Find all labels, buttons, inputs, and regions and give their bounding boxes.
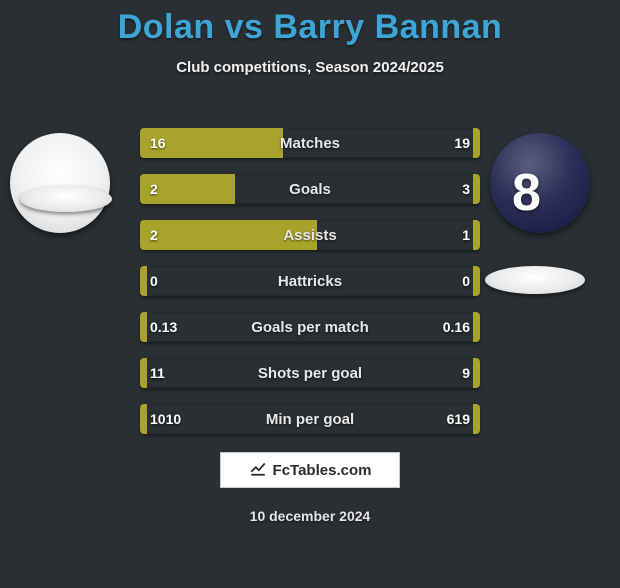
stat-row: Goals2 3 <box>140 174 480 204</box>
stat-label: Hattricks <box>140 266 480 296</box>
date-label: 10 december 2024 <box>0 508 620 524</box>
stat-label: Assists <box>140 220 480 250</box>
stat-value-right: 0 <box>462 266 470 296</box>
stat-row: Goals per match0.13 0.16 <box>140 312 480 342</box>
player-right-avatar <box>490 133 590 233</box>
stat-value-left: 11 <box>150 358 165 388</box>
stat-label: Shots per goal <box>140 358 480 388</box>
stat-value-left: 0 <box>150 266 158 296</box>
stat-row: Assists2 1 <box>140 220 480 250</box>
stat-value-right: 1 <box>462 220 470 250</box>
stat-value-left: 16 <box>150 128 166 158</box>
player-left-club-badge <box>20 186 112 212</box>
stat-label: Matches <box>140 128 480 158</box>
stat-value-left: 1010 <box>150 404 181 434</box>
stats-container: Matches1619Goals23Assists21Hattricks00Go… <box>140 128 480 450</box>
stat-row: Min per goal1010 619 <box>140 404 480 434</box>
stat-value-right: 9 <box>462 358 470 388</box>
stat-value-left: 2 <box>150 174 158 204</box>
stat-value-right: 3 <box>462 174 470 204</box>
credit-label: FcTables.com <box>273 462 372 479</box>
subtitle: Club competitions, Season 2024/2025 <box>0 59 620 76</box>
stat-value-left: 2 <box>150 220 158 250</box>
page-title: Dolan vs Barry Bannan <box>0 8 620 47</box>
player-left-avatar <box>10 133 110 233</box>
stat-row: Hattricks0 0 <box>140 266 480 296</box>
stat-value-left: 0.13 <box>150 312 177 342</box>
stat-label: Min per goal <box>140 404 480 434</box>
stat-value-right: 19 <box>454 128 470 158</box>
stat-label: Goals <box>140 174 480 204</box>
stat-label: Goals per match <box>140 312 480 342</box>
credit-badge[interactable]: FcTables.com <box>220 452 400 488</box>
stat-value-right: 619 <box>447 404 470 434</box>
stat-value-right: 0.16 <box>443 312 470 342</box>
stat-row: Shots per goal11 9 <box>140 358 480 388</box>
chart-icon <box>249 459 267 481</box>
player-right-club-badge <box>485 266 585 294</box>
stat-row: Matches16 19 <box>140 128 480 158</box>
